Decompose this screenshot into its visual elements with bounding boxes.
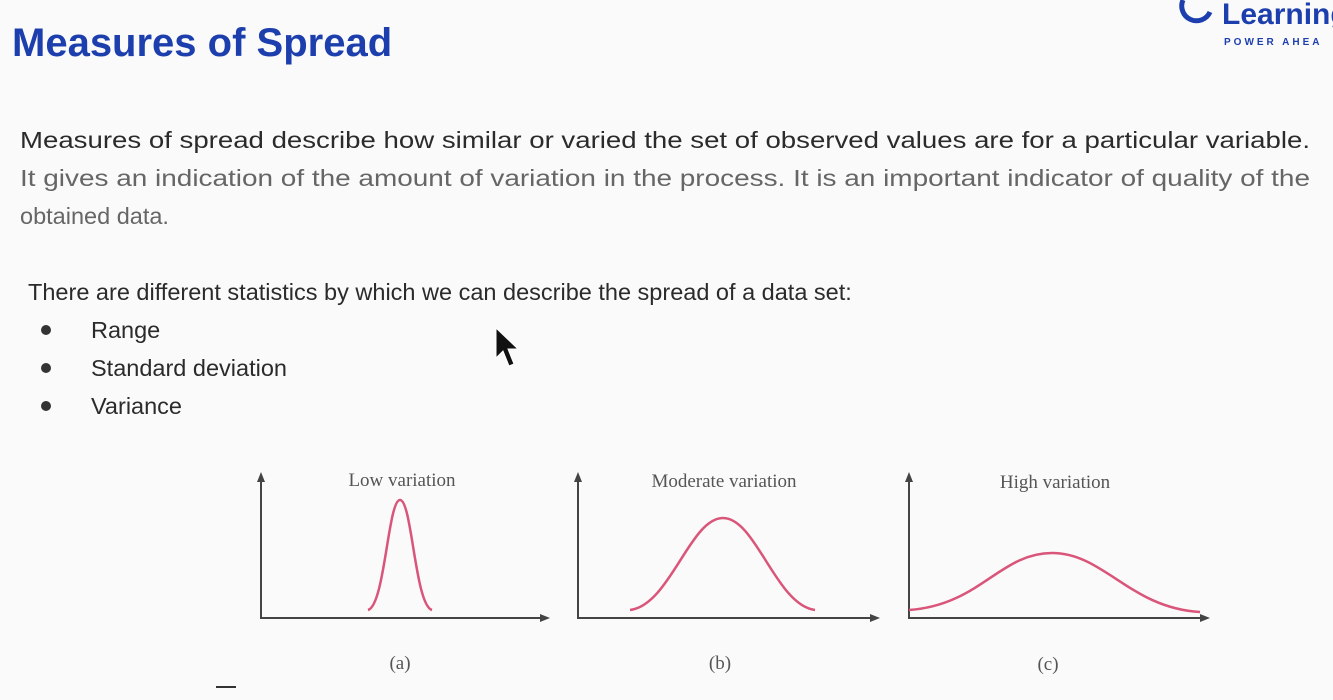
cursor (495, 326, 520, 367)
description-line: Measures of spread describe how similar … (20, 127, 1310, 153)
curve-moderate (629, 516, 816, 612)
logo-mark (1179, 0, 1213, 24)
logo-tagline: POWER AHEA (1224, 37, 1323, 48)
axes (908, 480, 1205, 619)
panel-caption: (c) (1037, 654, 1058, 675)
logo-name: Learning (1222, 0, 1333, 31)
panel-caption: (b) (709, 653, 731, 674)
bullet (41, 401, 51, 411)
list-item: Variance (91, 393, 182, 419)
slide-title: Measures of Spread (12, 21, 392, 65)
logo: Learning POWER AHEA (1179, 0, 1333, 48)
list-item: Range (91, 317, 160, 343)
bullet (41, 325, 51, 335)
panel-title: Low variation (348, 470, 456, 491)
figure: Low variation (a) Moderate variation (b)… (257, 470, 1210, 675)
panel-caption: (a) (389, 653, 410, 674)
list-intro: There are different statistics by which … (28, 279, 852, 305)
bullet (41, 363, 51, 373)
description-line: obtained data. (20, 203, 169, 229)
panel-title: Moderate variation (651, 471, 797, 492)
axes (260, 480, 545, 619)
axes (577, 480, 875, 619)
curve-high (908, 551, 1201, 614)
curve-low (367, 498, 433, 612)
description-line: It gives an indication of the amount of … (20, 165, 1310, 191)
list-item: Standard deviation (91, 355, 287, 381)
panel-title: High variation (1000, 472, 1111, 493)
